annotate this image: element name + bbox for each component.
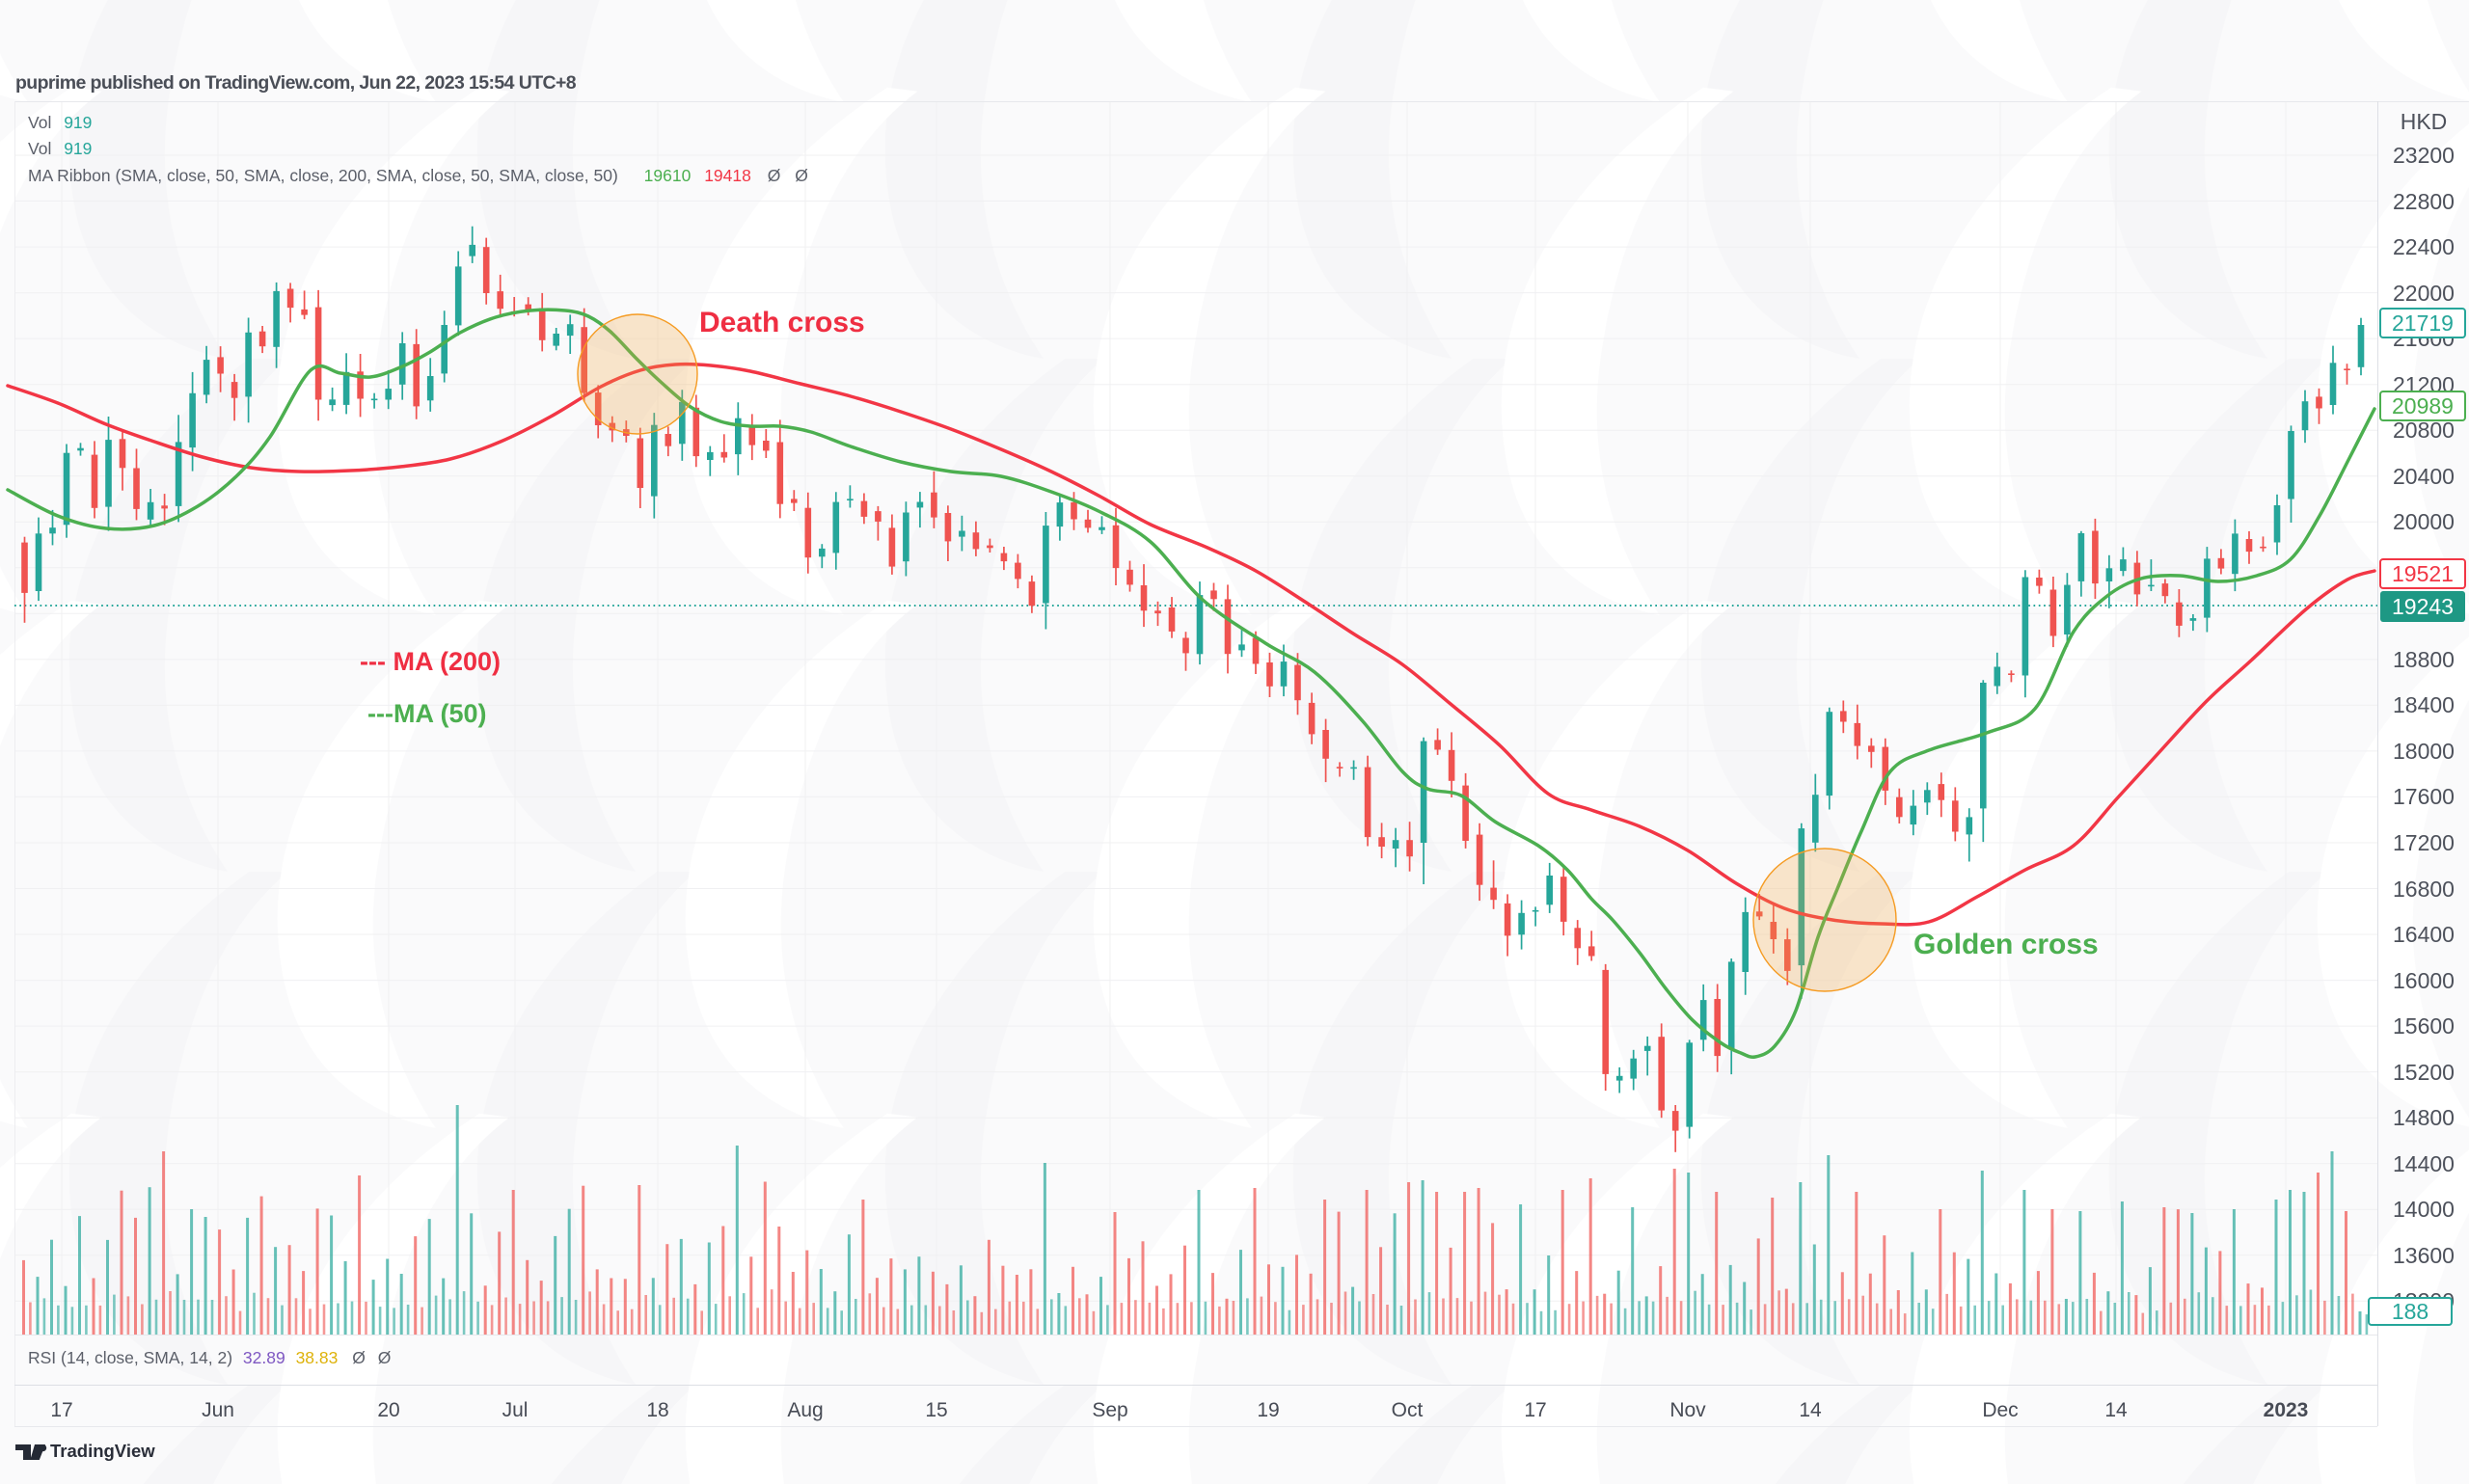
svg-text:puprime published on TradingVi: puprime published on TradingView.com, Ju… [15, 72, 577, 94]
svg-text:13600: 13600 [2393, 1243, 2455, 1268]
svg-text:Jul: Jul [502, 1399, 529, 1421]
svg-text:21719: 21719 [2392, 310, 2454, 336]
svg-text:---MA (50): ---MA (50) [367, 699, 486, 728]
svg-text:14800: 14800 [2393, 1105, 2455, 1130]
svg-text:14: 14 [1799, 1399, 1822, 1421]
svg-text:RSI (14, close, SMA, 14, 2) 32: RSI (14, close, SMA, 14, 2) 32.89 38.83 … [28, 1348, 392, 1367]
svg-text:19: 19 [1257, 1399, 1279, 1421]
svg-text:19243: 19243 [2392, 594, 2454, 619]
svg-text:14000: 14000 [2393, 1197, 2455, 1222]
svg-text:16000: 16000 [2393, 968, 2455, 993]
svg-text:20800: 20800 [2393, 418, 2455, 443]
svg-text:16400: 16400 [2393, 922, 2455, 947]
svg-text:Nov: Nov [1669, 1399, 1706, 1421]
svg-text:Golden cross: Golden cross [1913, 929, 2099, 960]
svg-text:17: 17 [50, 1399, 72, 1421]
svg-text:18: 18 [646, 1399, 668, 1421]
svg-text:Sep: Sep [1092, 1399, 1127, 1421]
svg-text:17200: 17200 [2393, 830, 2455, 855]
svg-text:Aug: Aug [787, 1399, 823, 1421]
svg-text:Dec: Dec [1982, 1399, 2018, 1421]
svg-text:TradingView: TradingView [50, 1441, 155, 1461]
svg-text:20989: 20989 [2392, 393, 2454, 418]
svg-text:22000: 22000 [2393, 281, 2455, 306]
svg-text:20000: 20000 [2393, 509, 2455, 534]
svg-text:15200: 15200 [2393, 1060, 2455, 1085]
svg-text:Death cross: Death cross [699, 307, 865, 338]
svg-text:18400: 18400 [2393, 692, 2455, 717]
svg-text:MA Ribbon (SMA, close, 50, SMA: MA Ribbon (SMA, close, 50, SMA, close, 2… [28, 166, 808, 185]
svg-text:188: 188 [2392, 1299, 2428, 1324]
svg-text:20400: 20400 [2393, 464, 2455, 489]
svg-text:15600: 15600 [2393, 1013, 2455, 1039]
svg-text:23200: 23200 [2393, 143, 2455, 168]
svg-text:HKD: HKD [2401, 109, 2448, 134]
svg-text:17600: 17600 [2393, 784, 2455, 809]
svg-text:17: 17 [1524, 1399, 1546, 1421]
svg-text:18800: 18800 [2393, 647, 2455, 672]
svg-text:18000: 18000 [2393, 739, 2455, 764]
svg-text:2023: 2023 [2264, 1399, 2309, 1421]
svg-text:14400: 14400 [2393, 1151, 2455, 1176]
svg-text:Oct: Oct [1392, 1399, 1424, 1421]
svg-text:Jun: Jun [202, 1399, 234, 1421]
svg-text:22400: 22400 [2393, 234, 2455, 259]
svg-text:16800: 16800 [2393, 877, 2455, 902]
svg-text:20: 20 [377, 1399, 399, 1421]
svg-text:--- MA (200): --- MA (200) [360, 647, 501, 676]
svg-text:19521: 19521 [2392, 561, 2454, 586]
svg-text:14: 14 [2104, 1399, 2128, 1421]
svg-text:22800: 22800 [2393, 189, 2455, 214]
svg-text:15: 15 [925, 1399, 947, 1421]
